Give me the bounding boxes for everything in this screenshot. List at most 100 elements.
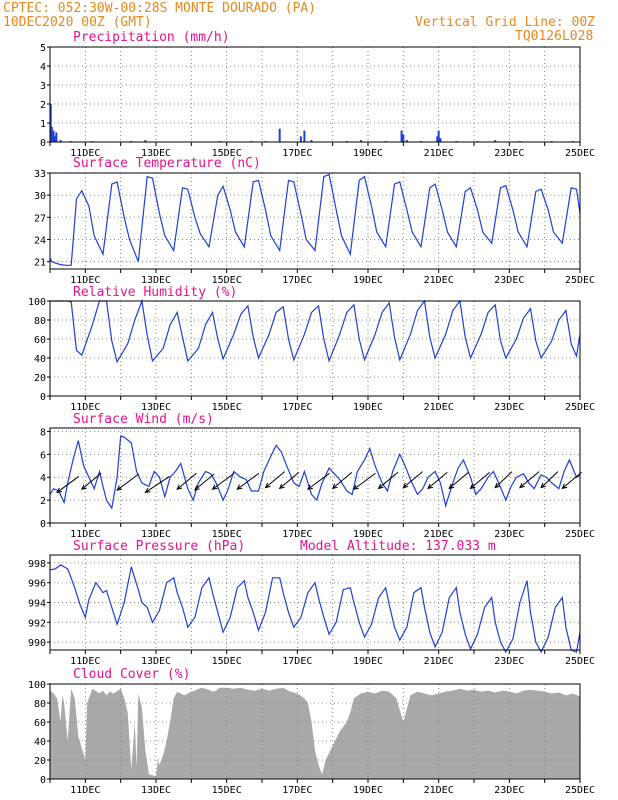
precip-xtick: 21DEC xyxy=(424,148,454,159)
pres-ytick: 998 xyxy=(28,559,46,570)
rh-xtick: 19DEC xyxy=(353,402,383,413)
pres-ytick: 994 xyxy=(28,599,46,610)
wind-ytick: 4 xyxy=(40,473,46,484)
wind-arrowhead xyxy=(561,483,568,490)
pres-xtick: 25DEC xyxy=(565,656,595,667)
wind-arrowhead xyxy=(352,484,359,490)
precip-bar xyxy=(53,136,56,142)
wind-arrow xyxy=(448,472,469,489)
temp-xtick: 23DEC xyxy=(494,275,524,286)
pres-ytick: 992 xyxy=(28,618,46,629)
pres-xtick: 23DEC xyxy=(494,656,524,667)
temp-xtick: 19DEC xyxy=(353,275,383,286)
precip-bar xyxy=(278,128,281,142)
rh-frame xyxy=(49,300,581,397)
wind-arrowhead xyxy=(278,483,285,490)
wind-arrowhead xyxy=(469,483,476,490)
rh-ytick: 40 xyxy=(34,354,46,365)
wind-arrow xyxy=(562,472,582,489)
wind-arrow xyxy=(540,471,559,488)
rh-xtick: 23DEC xyxy=(494,402,524,413)
precip-bar xyxy=(436,136,439,142)
pres-xtick: 11DEC xyxy=(70,656,100,667)
wind-series-line xyxy=(49,435,581,510)
temp-xtick: 15DEC xyxy=(212,275,242,286)
wind-arrow xyxy=(470,472,490,489)
precip-xtick: 11DEC xyxy=(70,148,100,159)
wind-arrowhead xyxy=(402,482,409,489)
precip-bar xyxy=(310,140,313,142)
wind-arrow xyxy=(332,472,353,489)
header-run-date: 10DEC2020 00Z (GMT) xyxy=(3,15,152,30)
wind-arrow xyxy=(265,471,286,489)
rh-ytick: 0 xyxy=(40,392,46,403)
header-model-code: TQ0126L028 xyxy=(515,29,593,44)
rh-ytick: 60 xyxy=(34,335,46,346)
wind-arrowhead xyxy=(494,482,501,489)
wind-arrowhead xyxy=(211,484,218,490)
pres-xtick: 13DEC xyxy=(141,656,171,667)
precip-xtick: 15DEC xyxy=(212,148,242,159)
wind-arrowhead xyxy=(307,484,313,490)
header-location: CPTEC: 052:30W-00:28S MONTE DOURADO (PA) xyxy=(3,1,316,16)
wind-xtick: 17DEC xyxy=(282,529,312,540)
precip-frame xyxy=(49,46,581,143)
wind-arrow xyxy=(353,472,376,490)
precip-bar xyxy=(439,138,442,142)
precip-bar xyxy=(303,130,306,142)
rh-xtick: 21DEC xyxy=(424,402,454,413)
temp-xtick: 11DEC xyxy=(70,275,100,286)
wind-arrow xyxy=(212,472,235,490)
wind-arrow xyxy=(81,472,102,490)
precip-xtick: 13DEC xyxy=(141,148,171,159)
wind-arrow xyxy=(279,472,300,489)
temp-series-line xyxy=(49,173,581,266)
precip-bar xyxy=(402,134,405,142)
precip-panel: Precipitation (mm/h) 0 1 2 3 4 5 11DEC 13DEC 15DE… xyxy=(40,30,595,159)
wind-xtick: 11DEC xyxy=(70,529,100,540)
rh-xtick: 25DEC xyxy=(565,402,595,413)
pres-series-line xyxy=(49,564,581,654)
temp-ytick: 27 xyxy=(34,213,46,224)
cloud-ytick: 60 xyxy=(34,718,46,729)
temp-ytick: 33 xyxy=(34,169,46,180)
temp-panel: Surface Temperature (nC) 21 24 27 30 33 11DEC 1… xyxy=(34,156,595,286)
precip-ytick: 1 xyxy=(40,119,46,130)
wind-xtick: 19DEC xyxy=(353,529,383,540)
cloud-frame xyxy=(49,683,581,780)
rh-ytick: 100 xyxy=(28,297,46,308)
precip-bar xyxy=(52,130,55,142)
pres-xtick: 15DEC xyxy=(212,656,242,667)
wind-arrow xyxy=(494,471,513,488)
wind-arrowhead xyxy=(80,484,87,490)
precip-bar xyxy=(144,140,147,142)
cloud-xtick: 15DEC xyxy=(212,785,242,796)
panels: Precipitation (mm/h) 0 1 2 3 4 5 11DEC 13DEC 15DE… xyxy=(28,30,595,796)
wind-frame xyxy=(49,427,581,524)
wind-arrow xyxy=(236,472,260,490)
wind-ytick: 0 xyxy=(40,519,46,530)
rh-ytick: 20 xyxy=(34,373,46,384)
cloud-ytick: 80 xyxy=(34,699,46,710)
wind-arrowhead xyxy=(264,482,271,489)
wind-arrowhead xyxy=(540,482,547,489)
temp-xtick: 17DEC xyxy=(282,275,312,286)
precip-bar xyxy=(405,140,408,142)
cloud-ytick: 40 xyxy=(34,737,46,748)
temp-xtick: 21DEC xyxy=(424,275,454,286)
wind-arrowhead xyxy=(519,482,525,489)
wind-ytick: 8 xyxy=(40,427,46,438)
wind-arrow xyxy=(519,471,540,489)
temp-xtick: 25DEC xyxy=(565,275,595,286)
cloud-area xyxy=(50,687,580,779)
precip-ytick: 2 xyxy=(40,100,46,111)
wind-arrowhead xyxy=(236,484,243,490)
cloud-panel: Cloud Cover (%) 0 20 40 60 80 100 11DEC 13DEC 15D… xyxy=(28,667,595,796)
precip-bar xyxy=(50,126,53,142)
wind-arrowhead xyxy=(56,487,63,494)
wind-xtick: 23DEC xyxy=(494,529,524,540)
rh-xtick: 15DEC xyxy=(212,402,242,413)
wind-arrowhead xyxy=(427,483,434,490)
wind-arrowhead xyxy=(193,485,200,491)
